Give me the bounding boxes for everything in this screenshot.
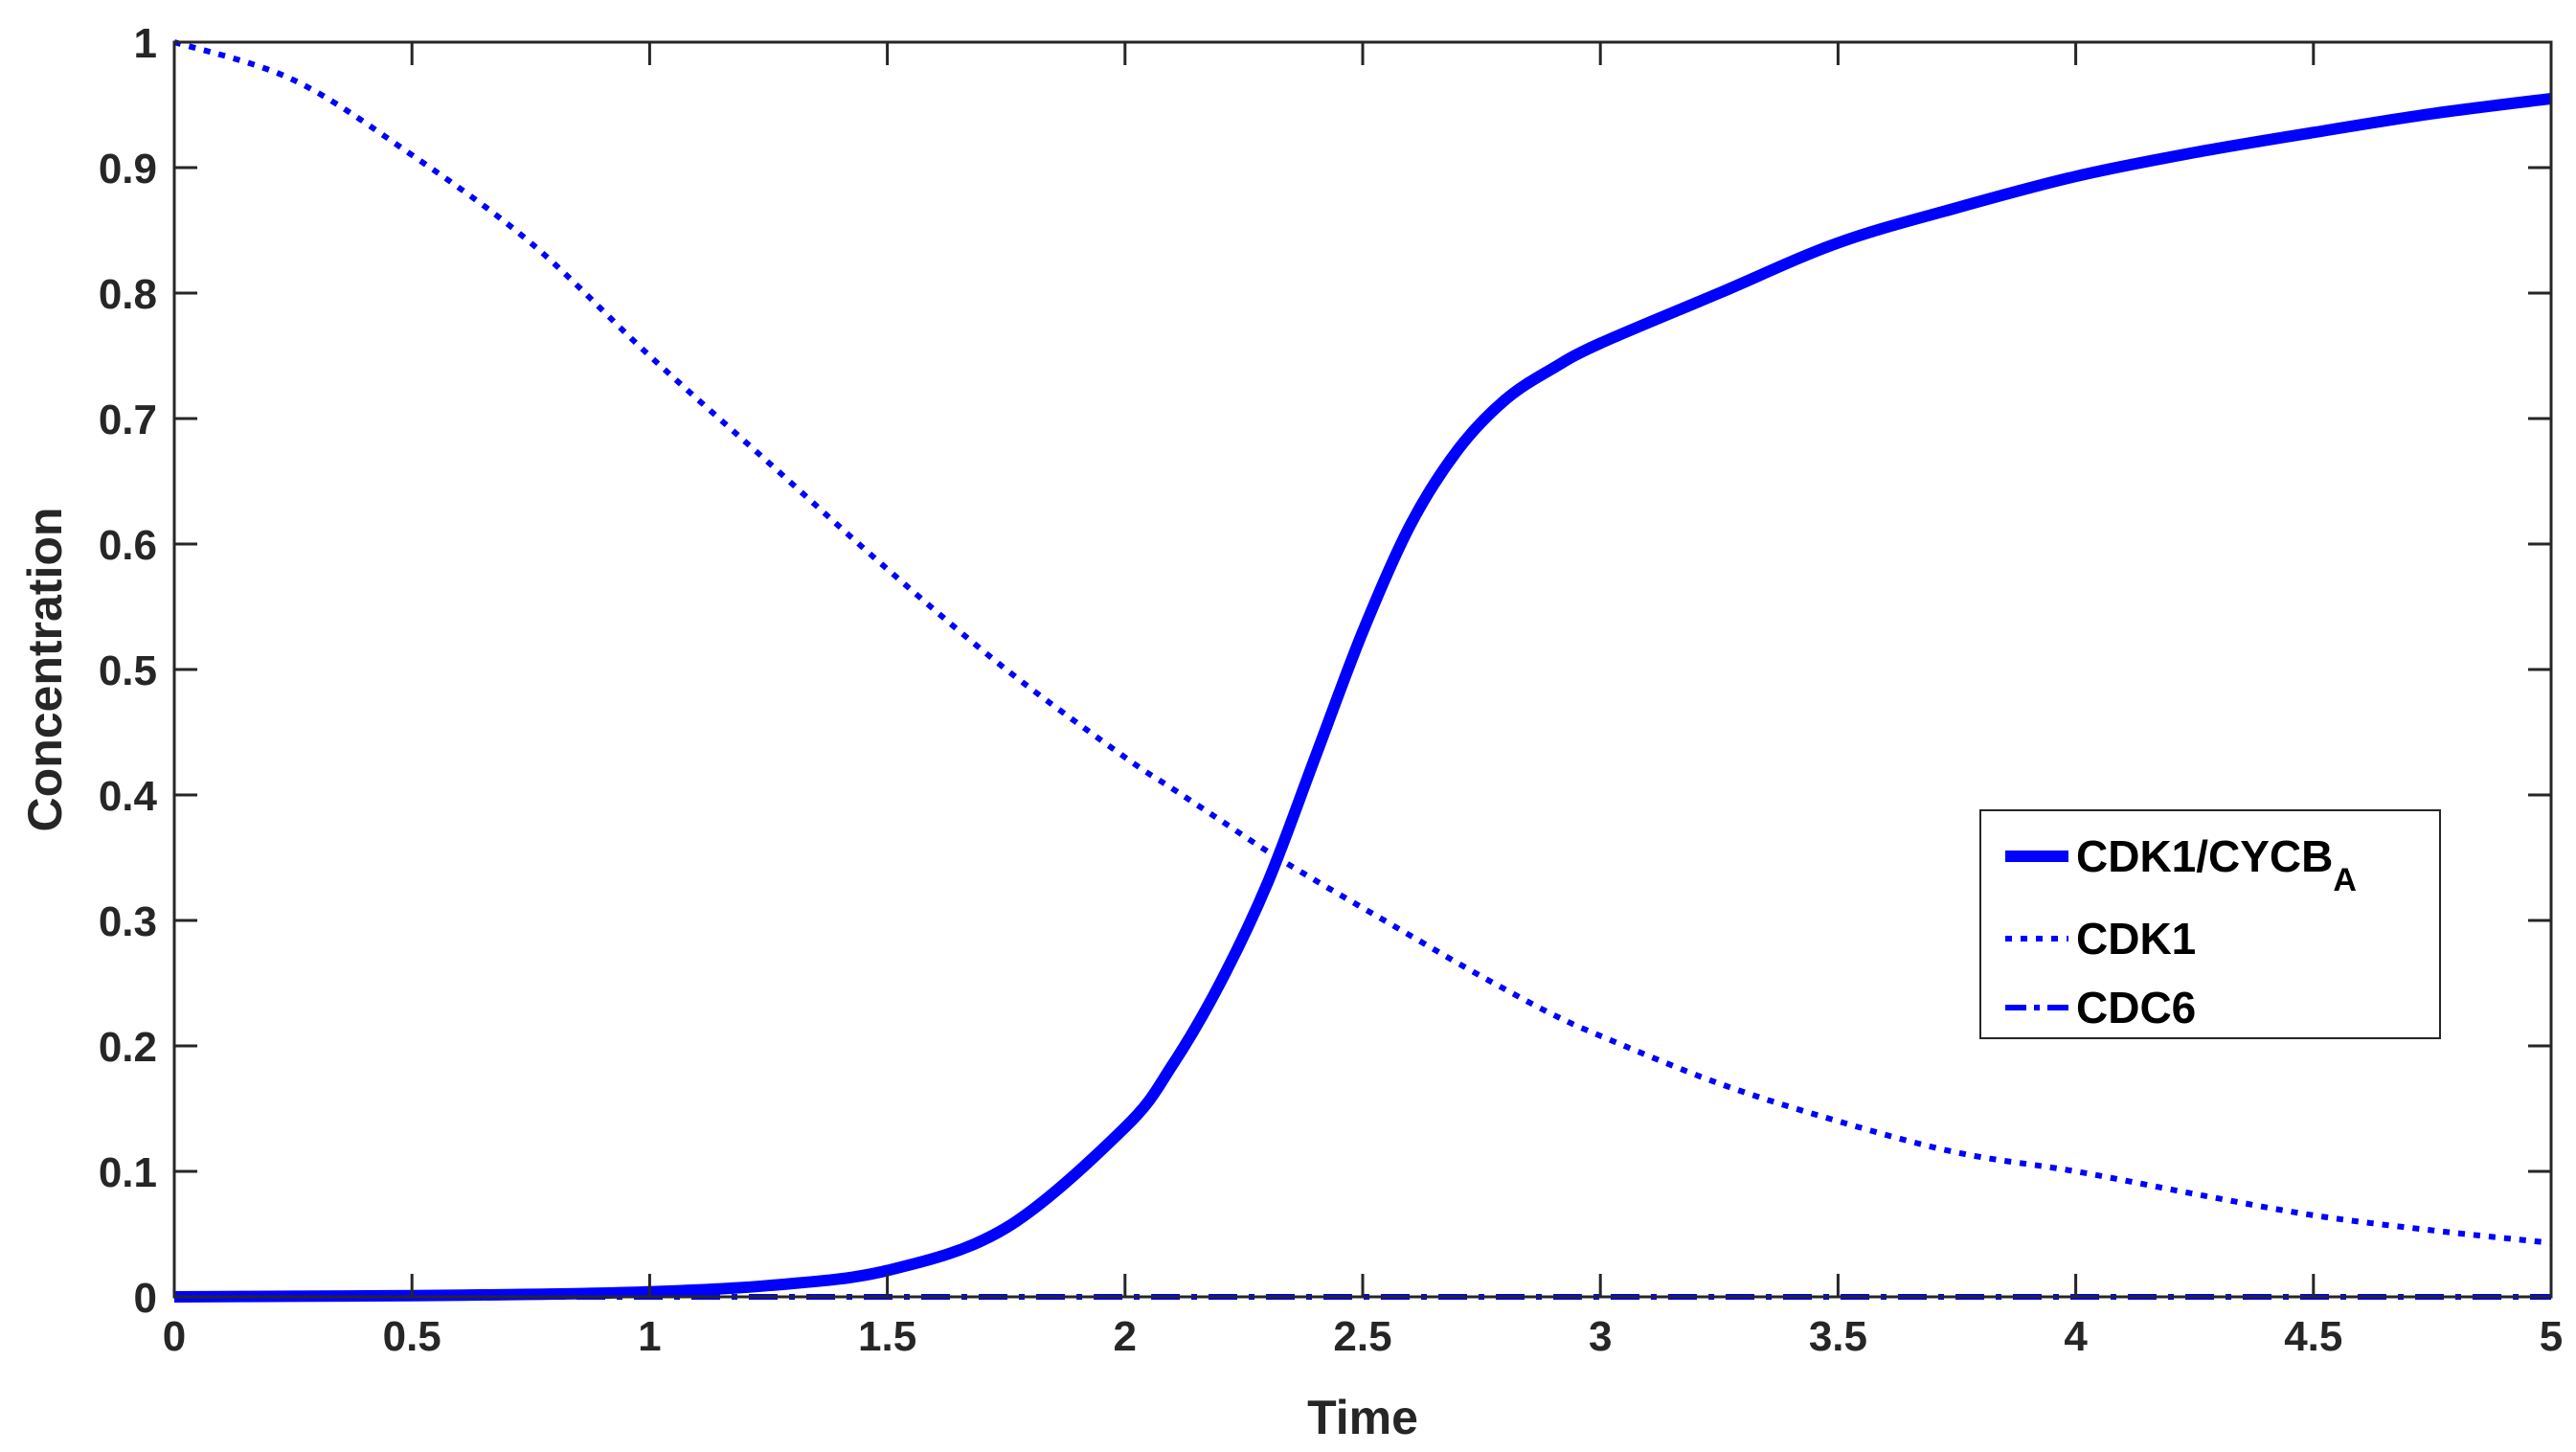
series-cdk1-line xyxy=(173,39,2552,1246)
plot-area xyxy=(174,42,2551,1297)
y-tick-label: 0.7 xyxy=(99,397,157,443)
y-tick-label: 0.3 xyxy=(99,898,157,945)
legend-label-cdk1-cycba-main: CDK1/CYCB xyxy=(2076,831,2333,881)
x-tick-label: 1.5 xyxy=(858,1313,916,1360)
legend-label-cdc6: CDC6 xyxy=(2076,983,2196,1032)
x-tick-label: 3 xyxy=(1589,1313,1612,1360)
x-tick-label: 4.5 xyxy=(2284,1313,2342,1360)
x-axis: 0 0.5 1 1.5 2 2.5 3 3.5 4 4.5 5 xyxy=(163,42,2563,1360)
y-tick-label: 0.8 xyxy=(99,271,157,318)
y-tick-label: 0.6 xyxy=(99,522,157,569)
legend: CDK1/CYCBA CDK1 CDC6 xyxy=(1979,809,2441,1039)
x-axis-title: Time xyxy=(1307,1391,1418,1444)
x-tick-label: 3.5 xyxy=(1809,1313,1867,1360)
legend-label-cdk1: CDK1 xyxy=(2076,914,2196,964)
y-axis-title: Concentration xyxy=(18,508,72,832)
x-tick-label: 1 xyxy=(638,1313,661,1360)
legend-box xyxy=(1979,809,2441,1039)
y-tick-label: 0.9 xyxy=(99,146,157,193)
legend-label-cdk1-cycba: CDK1/CYCBA xyxy=(2076,831,2357,898)
y-tick-label: 0.1 xyxy=(99,1149,157,1196)
legend-label-cdk1-cycba-sub: A xyxy=(2333,862,2357,898)
y-tick-label: 0.4 xyxy=(99,773,158,820)
y-tick-label: 0.5 xyxy=(99,647,157,694)
x-tick-label: 0.5 xyxy=(383,1313,441,1360)
x-tick-label: 2 xyxy=(1114,1313,1137,1360)
y-axis: 0 0.1 0.2 0.3 0.4 0.5 0.6 0.7 0.8 0.9 1 xyxy=(99,20,2551,1322)
x-tick-label: 0 xyxy=(163,1313,186,1360)
x-tick-label: 2.5 xyxy=(1333,1313,1391,1360)
y-tick-label: 1 xyxy=(134,20,157,67)
y-tick-label: 0 xyxy=(134,1275,157,1322)
series-cdk1-cycba-line xyxy=(173,92,2552,1303)
x-tick-label: 5 xyxy=(2540,1313,2563,1360)
x-tick-label: 4 xyxy=(2064,1313,2088,1360)
y-tick-label: 0.2 xyxy=(99,1024,157,1071)
